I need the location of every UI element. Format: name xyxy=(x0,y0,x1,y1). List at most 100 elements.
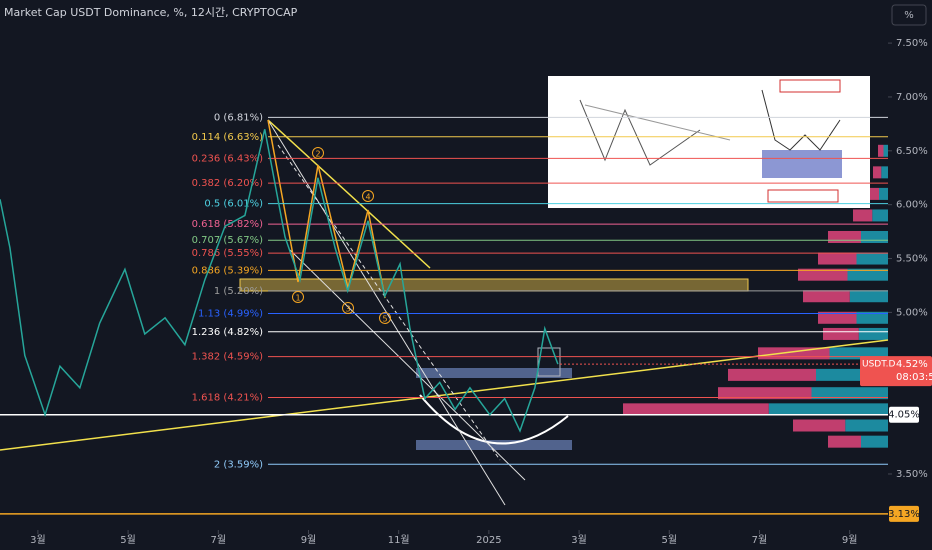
volume-profile-bar xyxy=(728,368,816,381)
volume-profile-bar xyxy=(861,435,888,448)
volume-profile-bar xyxy=(768,403,888,416)
price-line xyxy=(0,129,559,433)
x-tick-label: 3월 xyxy=(571,534,587,546)
volume-profile-bar xyxy=(793,419,846,432)
wave-label: 1 xyxy=(295,294,300,303)
volume-profile-bar xyxy=(811,387,888,400)
x-tick-label: 3월 xyxy=(30,534,46,546)
wave-label: 4 xyxy=(365,193,370,202)
x-tick-label: 11월 xyxy=(388,534,410,546)
y-tick-label: 6.00% xyxy=(896,200,928,211)
fib-label: 1.618 (4.21%) xyxy=(192,393,263,404)
volume-profile-bar xyxy=(858,327,888,340)
wave-marker xyxy=(342,302,354,314)
fib-label: 0.114 (6.63%) xyxy=(192,132,263,143)
zone xyxy=(416,440,572,450)
volume-profile-bar xyxy=(823,327,859,340)
fib-label: 0.236 (6.43%) xyxy=(192,153,263,164)
price-axis xyxy=(888,0,932,550)
volume-profile-bar xyxy=(818,252,857,265)
inset-image xyxy=(548,76,870,208)
chart-title: Market Cap USDT Dominance, %, 12시간, CRYP… xyxy=(4,6,298,19)
volume-profile-bar xyxy=(872,209,888,222)
volume-profile-bar xyxy=(847,268,888,281)
volume-profile-bar xyxy=(868,187,879,200)
current-badge xyxy=(860,356,932,387)
volume-profile-bar xyxy=(881,166,888,179)
wave-marker xyxy=(312,147,324,159)
volume-profile-bar xyxy=(873,166,882,179)
trendline xyxy=(0,339,889,451)
cup-arc xyxy=(419,394,569,445)
volume-profile-bar xyxy=(883,144,888,157)
fib-label: 1.382 (4.59%) xyxy=(192,352,263,363)
wave-marker xyxy=(292,291,304,303)
inset-drawing xyxy=(761,89,841,151)
x-tick-label: 7월 xyxy=(210,534,226,546)
current-name: USDT.D xyxy=(862,360,896,370)
x-tick-label: 9월 xyxy=(842,534,858,546)
wave-marker xyxy=(379,312,391,324)
volume-profile-bar xyxy=(798,268,848,281)
zone xyxy=(239,278,749,292)
zone xyxy=(416,368,572,378)
x-tick-label: 5월 xyxy=(661,534,677,546)
y-tick-label: 7.50% xyxy=(896,38,928,49)
fib-label: 0.382 (6.20%) xyxy=(192,178,263,189)
unit-button[interactable] xyxy=(891,4,927,26)
inset-drawing xyxy=(767,189,839,203)
fib-label: 2 (3.59%) xyxy=(214,459,263,470)
wave-label: 5 xyxy=(382,315,387,324)
channel xyxy=(289,249,526,481)
volume-profile-bar xyxy=(879,187,888,200)
fib-label: 1.236 (4.82%) xyxy=(192,327,263,338)
volume-profile-bar xyxy=(853,209,873,222)
x-tick-label: 5월 xyxy=(120,534,136,546)
level-label: 4.05% xyxy=(888,410,920,421)
level-badge xyxy=(889,505,919,522)
inset-drawing xyxy=(779,79,841,93)
level-badge xyxy=(889,406,919,423)
x-tick-label: 7월 xyxy=(752,534,768,546)
trendline xyxy=(267,119,431,269)
unit-label: % xyxy=(904,10,914,21)
fib-label: 1 (5.20%) xyxy=(214,286,263,297)
fib-label: 0 (6.81%) xyxy=(214,112,263,123)
volume-profile-bar xyxy=(828,230,861,243)
y-tick-label: 7.00% xyxy=(896,92,928,103)
volume-profile-bar xyxy=(718,387,812,400)
volume-profile-bar xyxy=(828,435,861,448)
fib-label: 0.886 (5.39%) xyxy=(192,265,263,276)
x-tick-label: 9월 xyxy=(301,534,317,546)
fib-label: 1.13 (4.99%) xyxy=(198,308,263,319)
fib-label: 0.5 (6.01%) xyxy=(204,199,263,210)
y-tick-label: 6.50% xyxy=(896,146,928,157)
volume-profile-bar xyxy=(878,144,884,157)
volume-profile-bar xyxy=(818,311,857,324)
wave-marker xyxy=(362,190,374,202)
volume-profile-bar xyxy=(856,311,888,324)
volume-profile-bar xyxy=(856,252,888,265)
volume-profile-bar xyxy=(623,403,769,416)
x-tick-label: 2025 xyxy=(476,535,501,546)
volume-profile-bar xyxy=(803,290,850,303)
wave-label: 2 xyxy=(315,150,320,159)
wave-label: 3 xyxy=(345,305,350,314)
fib-label: 0.786 (5.55%) xyxy=(192,248,263,259)
inset-drawing xyxy=(579,99,701,166)
inset: 1.618 (4.21%) 1.382 (4.59%) 1.236 (4.82%) 1… xyxy=(192,76,888,546)
volume-profile-bar xyxy=(845,419,888,432)
wave-path xyxy=(267,119,386,299)
y-tick-label: 5.50% xyxy=(896,254,928,265)
current-label: 4.52% xyxy=(896,359,928,370)
volume-profile-bar xyxy=(861,230,888,243)
inset-drawing xyxy=(584,104,731,141)
current-timer: 08:03:54 xyxy=(896,372,932,383)
level-label: 3.13% xyxy=(888,509,920,520)
box xyxy=(537,347,561,377)
inset-drawing xyxy=(762,150,842,178)
y-tick-label: 5.00% xyxy=(896,307,928,318)
fib-label: 0.707 (5.67%) xyxy=(192,235,263,246)
